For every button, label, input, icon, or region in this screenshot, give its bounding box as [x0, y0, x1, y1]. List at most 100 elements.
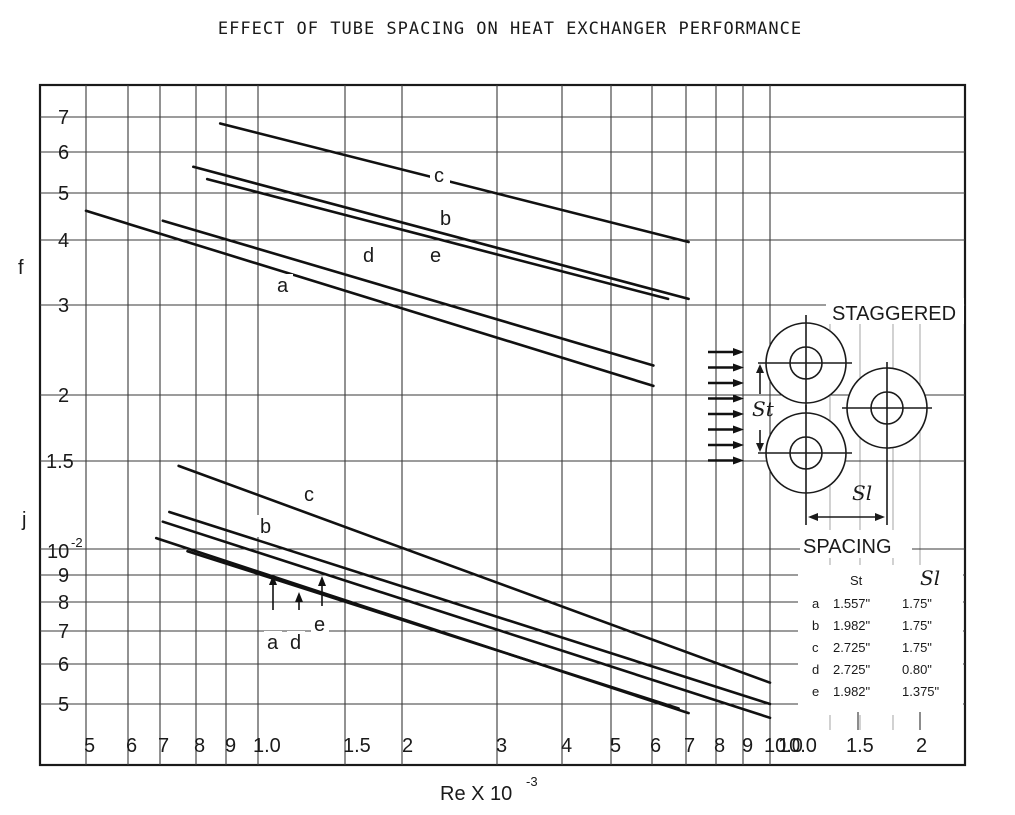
table-rows: a 1.557" 1.75" b 1.982" 1.75" c 2.725" 1.75" d 2.7… — [812, 596, 940, 699]
diagram-scale-label: 10.0 — [778, 735, 817, 757]
diagram-scale-labels: 10.0 1.5 2 — [778, 735, 927, 757]
flow-arrow-head — [733, 348, 744, 356]
x-tick-label: 9 — [225, 735, 236, 757]
f-y-tick-label: 4 — [58, 230, 69, 252]
x-tick-label: 6 — [126, 735, 137, 757]
j-y-tick-label: 9 — [58, 565, 69, 587]
j-pointer-label-e: e — [314, 614, 325, 636]
staggered-diagram: STAGGERED St Sl SPACING — [708, 298, 964, 558]
x-tick-label: 8 — [194, 735, 205, 757]
diagram-scale-label: 1.5 — [846, 735, 874, 757]
table-row-key: b — [812, 618, 819, 633]
st-arrowhead-up — [756, 364, 764, 373]
j-ytick-main: 10 — [47, 541, 69, 563]
j-y-tick-label: 8 — [58, 592, 69, 614]
table-row-key: c — [812, 640, 819, 655]
j-curve-c — [177, 464, 772, 685]
staggered-label: STAGGERED — [832, 303, 956, 325]
f-curve-c — [218, 122, 690, 244]
f-y-tick-label: 1.5 — [46, 451, 74, 473]
x-tick-label: 1.0 — [253, 735, 281, 757]
x-tick-label: 6 — [650, 735, 661, 757]
flow-arrow-head — [733, 456, 744, 465]
j-pointer-label-bg-a — [264, 631, 282, 653]
flow-arrow-head — [733, 425, 744, 434]
x-tick-label: 9 — [742, 735, 753, 757]
x-tick-label: 7 — [684, 735, 695, 757]
table-row-st: 2.725" — [833, 662, 871, 677]
y-tick-labels: 7 6 5 4 3 2 1.5 9 8 7 6 5 — [46, 107, 74, 716]
f-series-label-b-bg — [436, 207, 456, 229]
x-tick-label: 3 — [496, 735, 507, 757]
j-pointer-head-d — [295, 592, 303, 602]
f-y-tick-label: 5 — [58, 183, 69, 205]
spacing-label: SPACING — [803, 536, 892, 558]
table-row-sl: 1.75" — [902, 618, 932, 633]
f-series-label-c: c — [434, 165, 444, 187]
j-y-tick-label: 6 — [58, 654, 69, 676]
flow-arrows — [708, 348, 744, 465]
f-series-label-a: a — [277, 275, 289, 297]
j-y-tick-label: 5 — [58, 694, 69, 716]
table-header-sl: Sl — [920, 566, 940, 590]
table-header-st: St — [850, 573, 863, 588]
flow-arrow-head — [733, 441, 744, 449]
f-series-label-d: d — [363, 245, 374, 267]
f-curve-d — [161, 219, 655, 367]
j-ytick-exponent: -2 — [71, 535, 83, 550]
j-pointer-label-bg-e — [311, 613, 329, 635]
table-row-sl: 0.80" — [902, 662, 932, 677]
spacing-table: St Sl a 1.557" 1.75" b 1.982" 1.75" c 2.725" 1.7… — [798, 565, 963, 730]
sl-label: Sl — [852, 481, 872, 505]
f-series-label-c-bg — [430, 164, 450, 186]
x-tick-label: 5 — [610, 735, 621, 757]
x-tick-label: 2 — [402, 735, 413, 757]
x-tick-label: 7 — [158, 735, 169, 757]
j-pointer-label-bg-d — [287, 631, 305, 653]
table-row-st: 1.982" — [833, 684, 871, 699]
j-series-label-c: c — [304, 484, 314, 506]
f-y-tick-label: 2 — [58, 385, 69, 407]
f-series-label-e-bg — [426, 244, 446, 266]
f-y-tick-label: 7 — [58, 107, 69, 129]
f-series-label-e: e — [430, 245, 441, 267]
j-pointer-head-a — [269, 575, 277, 585]
flow-arrow-head — [733, 394, 744, 403]
flow-arrow-head — [733, 363, 744, 372]
st-arrowhead-down — [756, 443, 764, 452]
x-axis-label: Re X 10 — [440, 783, 512, 805]
table-row-key: d — [812, 662, 819, 677]
x-tick-labels: 5 6 7 8 9 1.0 1.5 2 3 4 5 6 7 8 9 10.0 — [84, 735, 803, 757]
spacing-table-bg — [798, 565, 963, 715]
j-curve-b — [168, 510, 772, 706]
x-tick-label: 5 — [84, 735, 95, 757]
series-group — [84, 122, 772, 720]
flow-arrow-head — [733, 379, 744, 387]
table-row-st: 1.982" — [833, 618, 871, 633]
chart-title: EFFECT OF TUBE SPACING ON HEAT EXCHANGER… — [218, 19, 802, 39]
j-curve-d — [161, 520, 772, 720]
j-pointer-label-d: d — [290, 632, 301, 654]
f-curve-a — [84, 209, 655, 388]
table-row-key: a — [812, 596, 820, 611]
x-axis-exponent: -3 — [526, 774, 538, 789]
x-tick-label: 4 — [561, 735, 572, 757]
spacing-label-bg — [800, 530, 912, 558]
j-series-label-b-bg — [256, 515, 276, 537]
table-row-sl: 1.75" — [902, 640, 932, 655]
j-series-label-c-bg — [300, 483, 320, 505]
f-series-label-d-bg — [359, 244, 379, 266]
table-row-st: 1.557" — [833, 596, 871, 611]
f-curve-b — [192, 165, 690, 301]
j-series-label-b: b — [260, 516, 271, 538]
diagram-scale-label: 2 — [916, 735, 927, 757]
plot-frame — [38, 83, 967, 767]
f-curve-e — [205, 177, 670, 301]
x-tick-label: 1.5 — [343, 735, 371, 757]
f-y-tick-label: 3 — [58, 295, 69, 317]
j-y-tick-label: 7 — [58, 621, 69, 643]
table-row-st: 2.725" — [833, 640, 871, 655]
